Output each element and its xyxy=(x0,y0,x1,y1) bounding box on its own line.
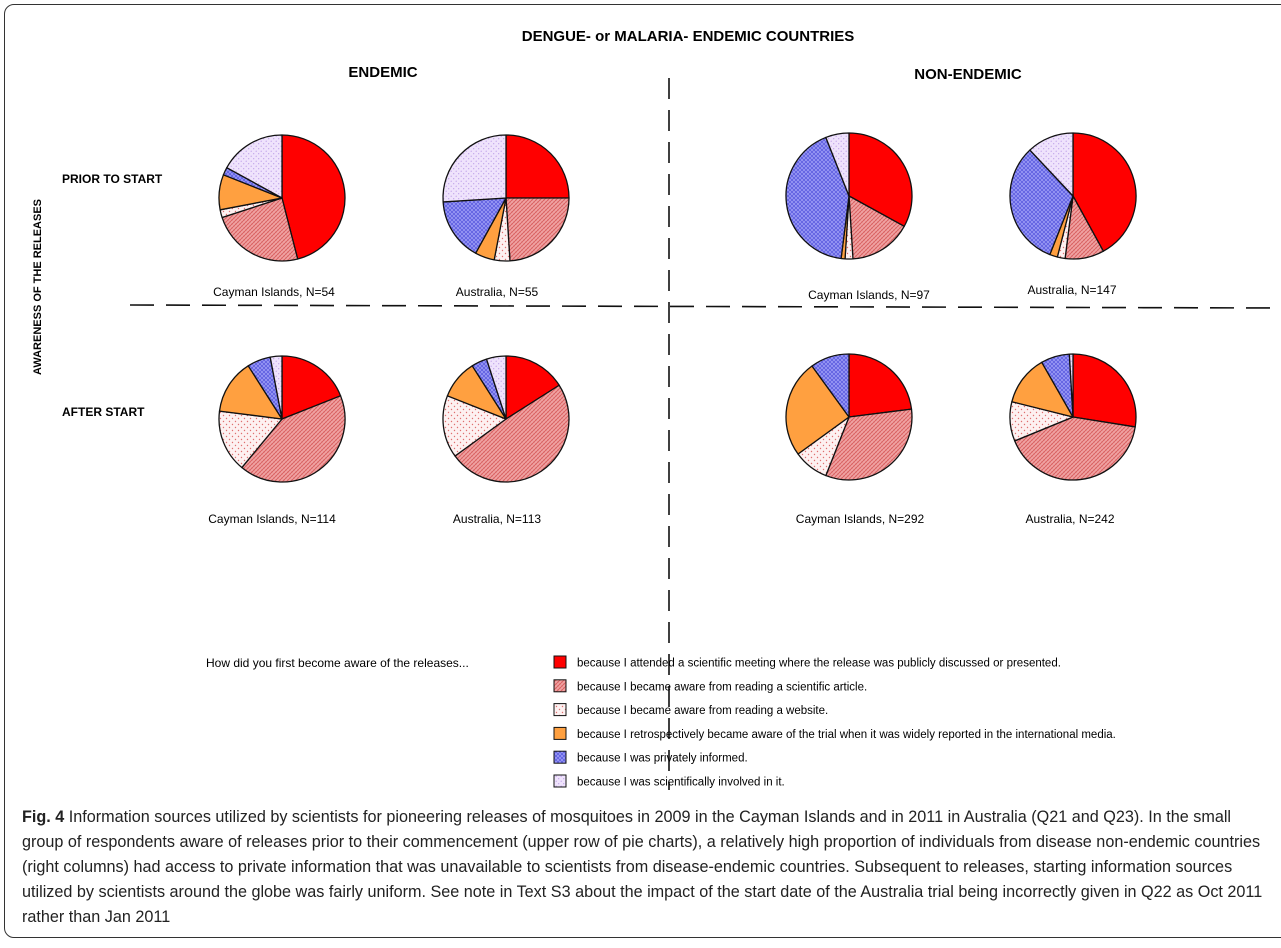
pie-slice-6 xyxy=(1068,353,1074,418)
pie-slice-2 xyxy=(825,408,913,481)
pie-slice-2 xyxy=(221,197,299,262)
pie-label: Cayman Islands, N=114 xyxy=(208,512,336,526)
pie-slice-1 xyxy=(848,353,913,418)
pie-label: Australia, N=55 xyxy=(456,285,539,299)
pie-cayman-islands-n-292: Cayman Islands, N=292 xyxy=(785,353,925,526)
figure-canvas: DENGUE- or MALARIA- ENDEMIC COUNTRIES EN… xyxy=(32,28,1281,790)
legend-swatch xyxy=(553,750,567,764)
legend-item: because I retrospectively became aware o… xyxy=(553,726,1116,741)
column-header-endemic: ENDEMIC xyxy=(348,64,417,81)
pie-slice-1 xyxy=(1072,132,1137,252)
pie-australia-n-113: Australia, N=113 xyxy=(442,355,570,526)
legend-swatch xyxy=(553,703,567,717)
legend-question: How did you first become aware of the re… xyxy=(206,656,469,670)
pie-slice-1 xyxy=(281,134,346,260)
pie-slice-5 xyxy=(442,197,507,254)
pie-slice-6 xyxy=(825,132,850,197)
pie-slice-1 xyxy=(505,134,570,199)
pie-label: Cayman Islands, N=292 xyxy=(796,512,925,526)
pie-slice-6 xyxy=(269,355,283,420)
pie-slice-2 xyxy=(505,197,570,262)
legend-label: because I retrospectively became aware o… xyxy=(577,729,1116,741)
pie-slice-5 xyxy=(785,136,850,260)
pie-charts: Cayman Islands, N=54 Australia, N=55 Cayma… xyxy=(208,132,1137,526)
legend-swatch xyxy=(553,655,567,669)
legend-label: because I was privately informed. xyxy=(577,753,748,765)
legend-swatch xyxy=(553,726,567,740)
pie-slice-6 xyxy=(1029,132,1074,197)
pie-slice-3 xyxy=(218,410,283,469)
row-header-prior: PRIOR TO START xyxy=(62,172,163,186)
legend-swatch xyxy=(553,679,567,693)
figure-caption: Fig. 4 Information sources utilized by s… xyxy=(22,805,1270,930)
pie-label: Australia, N=242 xyxy=(1025,512,1114,526)
legend-swatch xyxy=(553,774,567,788)
pie-label: Cayman Islands, N=54 xyxy=(213,285,335,299)
pie-cayman-islands-n-114: Cayman Islands, N=114 xyxy=(208,355,346,526)
pie-label: Cayman Islands, N=97 xyxy=(808,288,930,302)
pie-slice-5 xyxy=(811,353,850,418)
pie-slice-3 xyxy=(442,395,507,457)
pie-slice-4 xyxy=(785,365,850,455)
pie-label: Australia, N=113 xyxy=(453,512,541,526)
legend: because I attended a scientific meeting … xyxy=(553,655,1116,789)
pie-slice-1 xyxy=(505,355,560,420)
legend-item: because I was privately informed. xyxy=(553,750,748,765)
pie-slice-1 xyxy=(281,355,342,420)
pie-slice-2 xyxy=(241,395,346,483)
pie-slice-4 xyxy=(218,365,283,420)
pie-australia-n-55: Australia, N=55 xyxy=(442,134,570,299)
legend-label: because I was scientifically involved in… xyxy=(577,777,785,789)
horizontal-divider xyxy=(129,304,1281,309)
legend-item: because I became aware from reading a we… xyxy=(553,703,828,717)
side-axis-label: AWARENESS OF THE RELEASES xyxy=(32,199,44,375)
caption-label: Fig. 4 xyxy=(22,808,65,826)
figure-frame xyxy=(4,4,1281,938)
pie-australia-n-242: Australia, N=242 xyxy=(1009,353,1137,526)
legend-label: because I attended a scientific meeting … xyxy=(577,658,1061,670)
pie-slice-6 xyxy=(226,134,283,199)
pie-cayman-islands-n-97: Cayman Islands, N=97 xyxy=(785,132,930,302)
pie-label: Australia, N=147 xyxy=(1027,283,1116,297)
caption-text: Information sources utilized by scientis… xyxy=(22,808,1263,926)
pie-slice-1 xyxy=(1072,353,1137,428)
pie-slice-6 xyxy=(442,134,507,203)
row-header-after: AFTER START xyxy=(62,405,145,419)
legend-label: because I became aware from reading a we… xyxy=(577,705,828,717)
pie-slice-1 xyxy=(848,132,913,227)
legend-item: because I attended a scientific meeting … xyxy=(553,655,1061,670)
pie-slice-2 xyxy=(848,195,905,260)
figure-title: DENGUE- or MALARIA- ENDEMIC COUNTRIES xyxy=(522,28,855,45)
pie-slice-5 xyxy=(1009,149,1074,256)
pie-cayman-islands-n-54: Cayman Islands, N=54 xyxy=(213,134,346,299)
column-header-non-endemic: NON-ENDEMIC xyxy=(914,66,1022,83)
pie-slice-2 xyxy=(1014,416,1136,481)
pie-australia-n-147: Australia, N=147 xyxy=(1009,132,1137,297)
pie-slice-2 xyxy=(454,384,570,483)
legend-item: because I was scientifically involved in… xyxy=(553,774,785,789)
legend-label: because I became aware from reading a sc… xyxy=(577,681,867,693)
pie-slice-6 xyxy=(485,355,507,420)
legend-item: because I became aware from reading a sc… xyxy=(553,679,867,693)
